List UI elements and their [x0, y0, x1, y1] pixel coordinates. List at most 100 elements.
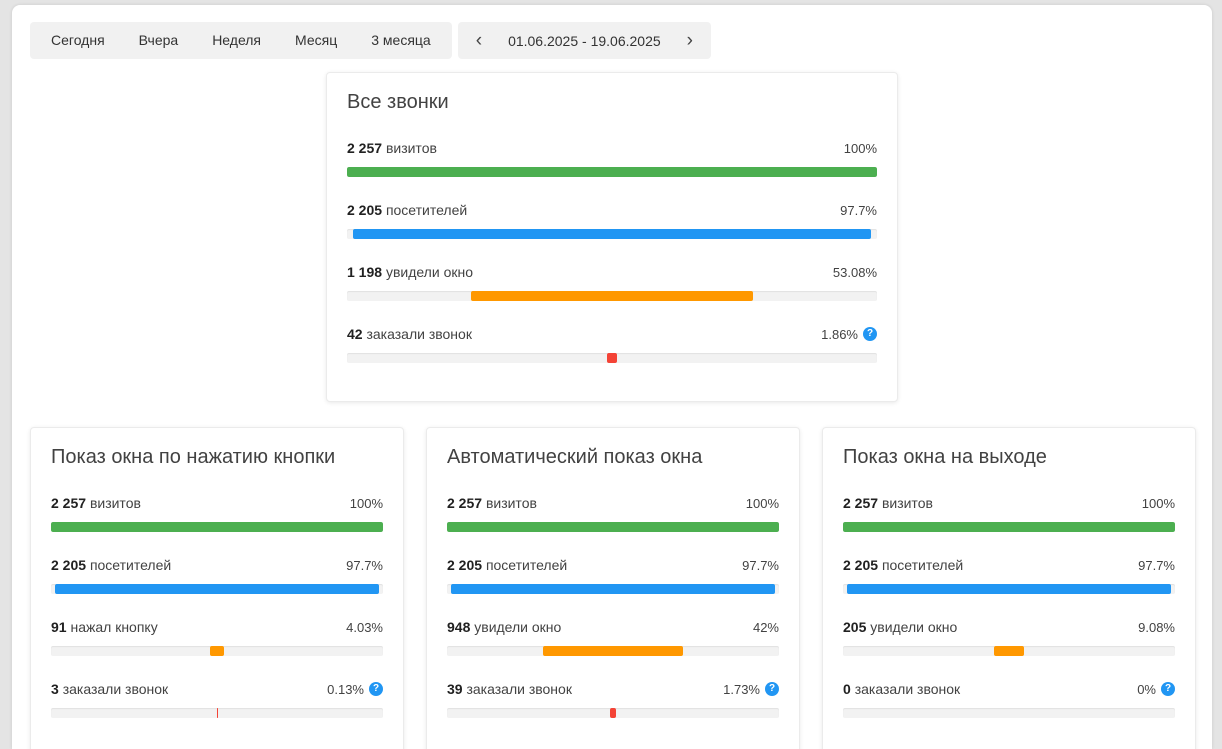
progress-track	[447, 646, 779, 656]
metric-value: 2 257	[51, 495, 87, 511]
progress-fill	[210, 646, 224, 656]
card-title: Автоматический показ окна	[447, 446, 703, 468]
metric-percent: 0.13% ?	[327, 682, 383, 697]
funnel-row-visits: 2 257 визитов 100%	[843, 493, 1175, 532]
progress-track	[447, 584, 779, 594]
percent-text: 9.08%	[1138, 619, 1175, 635]
funnel-row-saw-window: 948 увидели окно 42%	[447, 617, 779, 656]
metric-name: посетителей	[485, 557, 568, 573]
metric-percent: 97.7%	[346, 558, 383, 573]
metric-name: посетителей	[881, 557, 964, 573]
percent-text: 53.08%	[832, 264, 877, 280]
percent-text: 42%	[752, 619, 779, 635]
date-range-label[interactable]: 01.06.2025 - 19.06.2025	[508, 32, 661, 49]
tab-week[interactable]: Неделя	[212, 32, 262, 48]
metric-label: 3 заказали звонок	[51, 681, 168, 697]
chevron-left-icon[interactable]: ‹	[475, 30, 483, 51]
metric-percent: 42%	[753, 620, 779, 635]
metric-percent: 53.08%	[833, 265, 877, 280]
card-title: Все звонки	[347, 91, 449, 113]
progress-fill	[846, 584, 1172, 594]
metric-label: 2 205 посетителей	[347, 202, 467, 218]
metric-label: 91 нажал кнопку	[51, 619, 158, 635]
progress-fill	[51, 522, 383, 532]
progress-track	[51, 708, 383, 718]
metric-name: визитов	[485, 495, 537, 511]
percent-text: 97.7%	[840, 202, 877, 218]
metric-name: визитов	[881, 495, 933, 511]
metric-value: 91	[51, 619, 67, 635]
help-icon[interactable]: ?	[1161, 682, 1175, 696]
metric-label: 2 257 визитов	[447, 495, 537, 511]
progress-fill	[347, 167, 877, 177]
metric-value: 205	[843, 619, 867, 635]
metric-name: заказали звонок	[854, 681, 961, 697]
metric-value: 2 257	[447, 495, 483, 511]
comparison-cards-row: Показ окна по нажатию кнопки 2 257 визит…	[30, 427, 1196, 749]
funnel-row-visitors: 2 205 посетителей 97.7%	[347, 200, 877, 239]
progress-track	[447, 708, 779, 718]
metric-name: увидели окно	[385, 264, 473, 280]
percent-text: 100%	[745, 495, 779, 511]
metric-percent: 9.08%	[1138, 620, 1175, 635]
progress-track	[843, 646, 1175, 656]
help-icon[interactable]: ?	[863, 327, 877, 341]
progress-fill	[471, 291, 753, 301]
help-icon[interactable]: ?	[765, 682, 779, 696]
percent-text: 0%	[1137, 681, 1156, 697]
help-icon[interactable]: ?	[369, 682, 383, 696]
card-title: Показ окна на выходе	[843, 446, 1047, 468]
progress-fill	[447, 522, 779, 532]
chevron-right-icon[interactable]: ›	[686, 30, 693, 51]
metric-value: 2 205	[843, 557, 879, 573]
progress-fill	[610, 708, 616, 718]
metric-value: 2 257	[347, 140, 383, 156]
funnel-row-ordered-call: 3 заказали звонок 0.13% ?	[51, 679, 383, 718]
percent-text: 4.03%	[346, 619, 383, 635]
metric-value: 39	[447, 681, 463, 697]
metric-label: 39 заказали звонок	[447, 681, 572, 697]
progress-fill	[843, 522, 1175, 532]
percent-text: 97.7%	[742, 557, 779, 573]
metric-name: визитов	[385, 140, 437, 156]
metric-percent: 97.7%	[840, 203, 877, 218]
metric-value: 42	[347, 326, 363, 342]
funnel-card-all-calls: Все звонки 2 257 визитов 100% 2 205 посе…	[326, 72, 898, 402]
funnel-card-auto-show: Автоматический показ окна 2 257 визитов …	[426, 427, 800, 749]
funnel-row-ordered-call: 42 заказали звонок 1.86% ?	[347, 324, 877, 363]
funnel-row-saw-window: 205 увидели окно 9.08%	[843, 617, 1175, 656]
percent-text: 100%	[349, 495, 383, 511]
progress-fill	[450, 584, 776, 594]
percent-text: 100%	[1141, 495, 1175, 511]
metric-percent: 4.03%	[346, 620, 383, 635]
metric-label: 948 увидели окно	[447, 619, 561, 635]
tab-month[interactable]: Месяц	[295, 32, 338, 48]
funnel-card-exit-show: Показ окна на выходе 2 257 визитов 100%	[822, 427, 1196, 749]
metric-label: 2 257 визитов	[51, 495, 141, 511]
tab-today[interactable]: Сегодня	[51, 32, 105, 48]
metric-name: заказали звонок	[366, 326, 472, 342]
progress-track	[347, 353, 877, 363]
metric-value: 2 257	[843, 495, 879, 511]
tab-3months[interactable]: 3 месяца	[371, 32, 431, 48]
progress-track	[51, 522, 383, 532]
metric-percent: 100%	[1142, 496, 1175, 511]
progress-track	[447, 522, 779, 532]
card-title: Показ окна по нажатию кнопки	[51, 446, 336, 468]
tab-yesterday[interactable]: Вчера	[138, 32, 179, 48]
metric-percent: 0% ?	[1137, 682, 1175, 697]
filter-bar: Сегодня Вчера Неделя Месяц 3 месяца ‹ 01…	[30, 22, 1212, 59]
progress-track	[51, 584, 383, 594]
progress-fill	[993, 646, 1025, 656]
metric-label: 2 205 посетителей	[843, 557, 963, 573]
funnel-row-ordered-call: 39 заказали звонок 1.73% ?	[447, 679, 779, 718]
metric-name: нажал кнопку	[70, 619, 158, 635]
percent-text: 1.86%	[821, 326, 858, 342]
metric-label: 2 205 посетителей	[447, 557, 567, 573]
percent-text: 100%	[843, 140, 877, 156]
metric-name: заказали звонок	[466, 681, 572, 697]
metric-percent: 100%	[350, 496, 383, 511]
metric-label: 2 257 визитов	[347, 140, 437, 156]
metric-percent: 1.73% ?	[723, 682, 779, 697]
funnel-row-visits: 2 257 визитов 100%	[447, 493, 779, 532]
